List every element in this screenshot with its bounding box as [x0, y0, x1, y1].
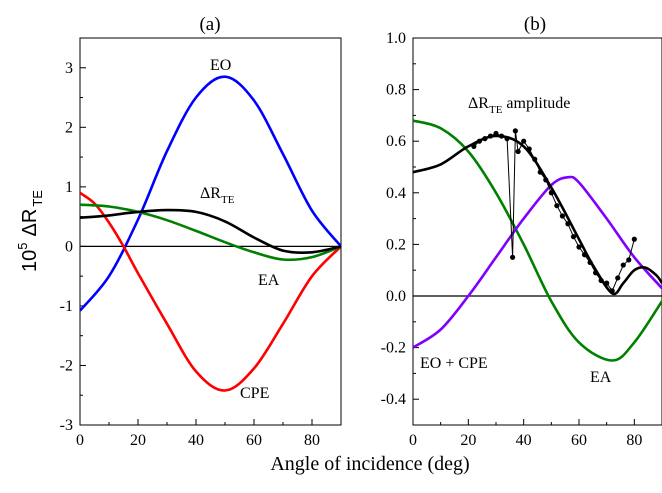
ylabel-factor: 10 — [19, 250, 41, 272]
panel-a-series-cpe — [80, 191, 341, 392]
panel-b-data-point — [565, 221, 571, 227]
panel-b-x-tick-label: 0 — [409, 432, 417, 449]
panel-b-data-point — [487, 133, 494, 139]
panel-b-x-tick-label: 80 — [626, 432, 642, 449]
panel-b-data-point — [471, 143, 477, 149]
panel-b-data-point — [498, 133, 505, 139]
svg-text:105ΔRTE: 105 ΔR TE — [15, 190, 45, 272]
panel-b-data-point — [581, 252, 588, 258]
panel-b-data-point — [515, 148, 521, 155]
panel-b-y-tick-label: -0.4 — [381, 391, 406, 408]
panel-a-annotation: ΔRTE — [200, 185, 235, 206]
panel-b-data-point — [587, 259, 593, 266]
panel-b-data-point — [512, 128, 518, 134]
panel-a-y-tick-label: -1 — [60, 298, 73, 315]
panel-b-series-measured-line — [473, 130, 635, 292]
panel-b-series-r-te-amplitude — [413, 134, 662, 296]
panel-b-data-point — [476, 138, 482, 144]
panel-b-x-tick-label: 40 — [516, 432, 532, 449]
panel-b-title: (b) — [524, 14, 546, 35]
panel-b-y-tick-label: 0.2 — [386, 236, 406, 253]
panel-b-data-point — [576, 244, 582, 250]
panel-b-data-point — [526, 146, 532, 152]
panel-b-data-point — [509, 254, 516, 260]
ylabel-exponent: 5 — [15, 242, 30, 249]
panel-b-series-ea — [413, 119, 662, 362]
panel-a-y-axis-label: 105 ΔR TE — [15, 190, 45, 272]
panel-b-data-point — [570, 234, 577, 240]
panel-b-y-tick-label: 0.6 — [386, 133, 406, 150]
panel-b-y-tick-label: -0.2 — [381, 340, 406, 357]
panel-a-x-tick-label: 20 — [130, 432, 146, 449]
ylabel-subscript: TE — [30, 190, 45, 207]
panel-b-frame — [412, 37, 662, 426]
panel-b-data-point — [604, 280, 610, 286]
panel-b-data-point — [615, 275, 621, 281]
panel-a-annotation: EO — [210, 57, 231, 74]
panel-a-y-tick-label: -2 — [60, 357, 73, 374]
panel-a-frame — [79, 37, 342, 426]
panel-a-y-tick-label: 0 — [65, 238, 73, 255]
panel-a-annotation: CPE — [240, 385, 269, 402]
panel-b-data-point — [626, 257, 632, 263]
ylabel-symbol: ΔR — [19, 209, 41, 237]
panel-b-data-point — [598, 277, 604, 284]
panel-b-data-point — [482, 136, 488, 142]
panel-a-x-tick-label: 0 — [76, 432, 84, 449]
panel-b-annotation: EO + CPE — [420, 355, 488, 372]
panel-b-y-tick-label: 0.4 — [386, 185, 406, 202]
panel-a-title: (a) — [199, 14, 220, 35]
panel-a-y-tick-label: 3 — [65, 60, 73, 77]
panel-b-data-point — [543, 177, 549, 183]
panel-b-annotation: EA — [590, 369, 612, 386]
panel-b-x-tick-label: 60 — [571, 432, 587, 449]
panel-b-y-tick-label: 1.0 — [386, 30, 406, 47]
panel-a-y-tick-label: 2 — [65, 119, 73, 136]
panel-b-data-point — [559, 213, 566, 219]
panel-b-y-tick-label: 0.8 — [386, 82, 406, 99]
panel-b-data-point — [593, 270, 599, 276]
panel-b-data-point — [532, 156, 538, 162]
panel-b-data-point — [521, 138, 527, 144]
panel-b-data-point — [609, 288, 615, 294]
panel-b-data-point — [631, 236, 637, 242]
panel-b-data-point — [620, 262, 626, 268]
panel-a-y-tick-label: 1 — [65, 179, 73, 196]
shared-x-axis-label: Angle of incidence (deg) — [270, 453, 469, 475]
panel-b-data-point — [504, 136, 510, 142]
panel-b-x-tick-label: 20 — [460, 432, 476, 449]
panel-b-data-point — [537, 169, 543, 175]
panel-a-annotation: EA — [258, 272, 280, 289]
panel-a-y-tick-label: -3 — [60, 417, 73, 434]
panel-a-series-ea — [80, 203, 341, 262]
panel-a-x-tick-label: 80 — [304, 432, 320, 449]
panel-b-data-point — [548, 190, 554, 196]
panel-b-series-eo-cpe — [413, 175, 662, 349]
panel-a-x-tick-label: 60 — [246, 432, 262, 449]
panel-b-chart: (b) 0 20 40 60 80-0.4-0.20.00.20.40.60.81.0 … — [381, 14, 662, 449]
panel-b-annotation: ΔRTE amplitude — [468, 95, 570, 116]
panel-b-data-point — [554, 203, 560, 209]
panel-b-y-tick-label: 0.0 — [386, 288, 406, 305]
panel-a-chart: (a) 0 20 40 60 80 -3 -2 -1 0 1 2 3 EO ΔRTE EA CPE — [60, 14, 342, 449]
panel-a-series-r-te — [80, 208, 341, 255]
panel-b-data-point — [493, 130, 499, 137]
panel-a-x-tick-label: 40 — [188, 432, 204, 449]
